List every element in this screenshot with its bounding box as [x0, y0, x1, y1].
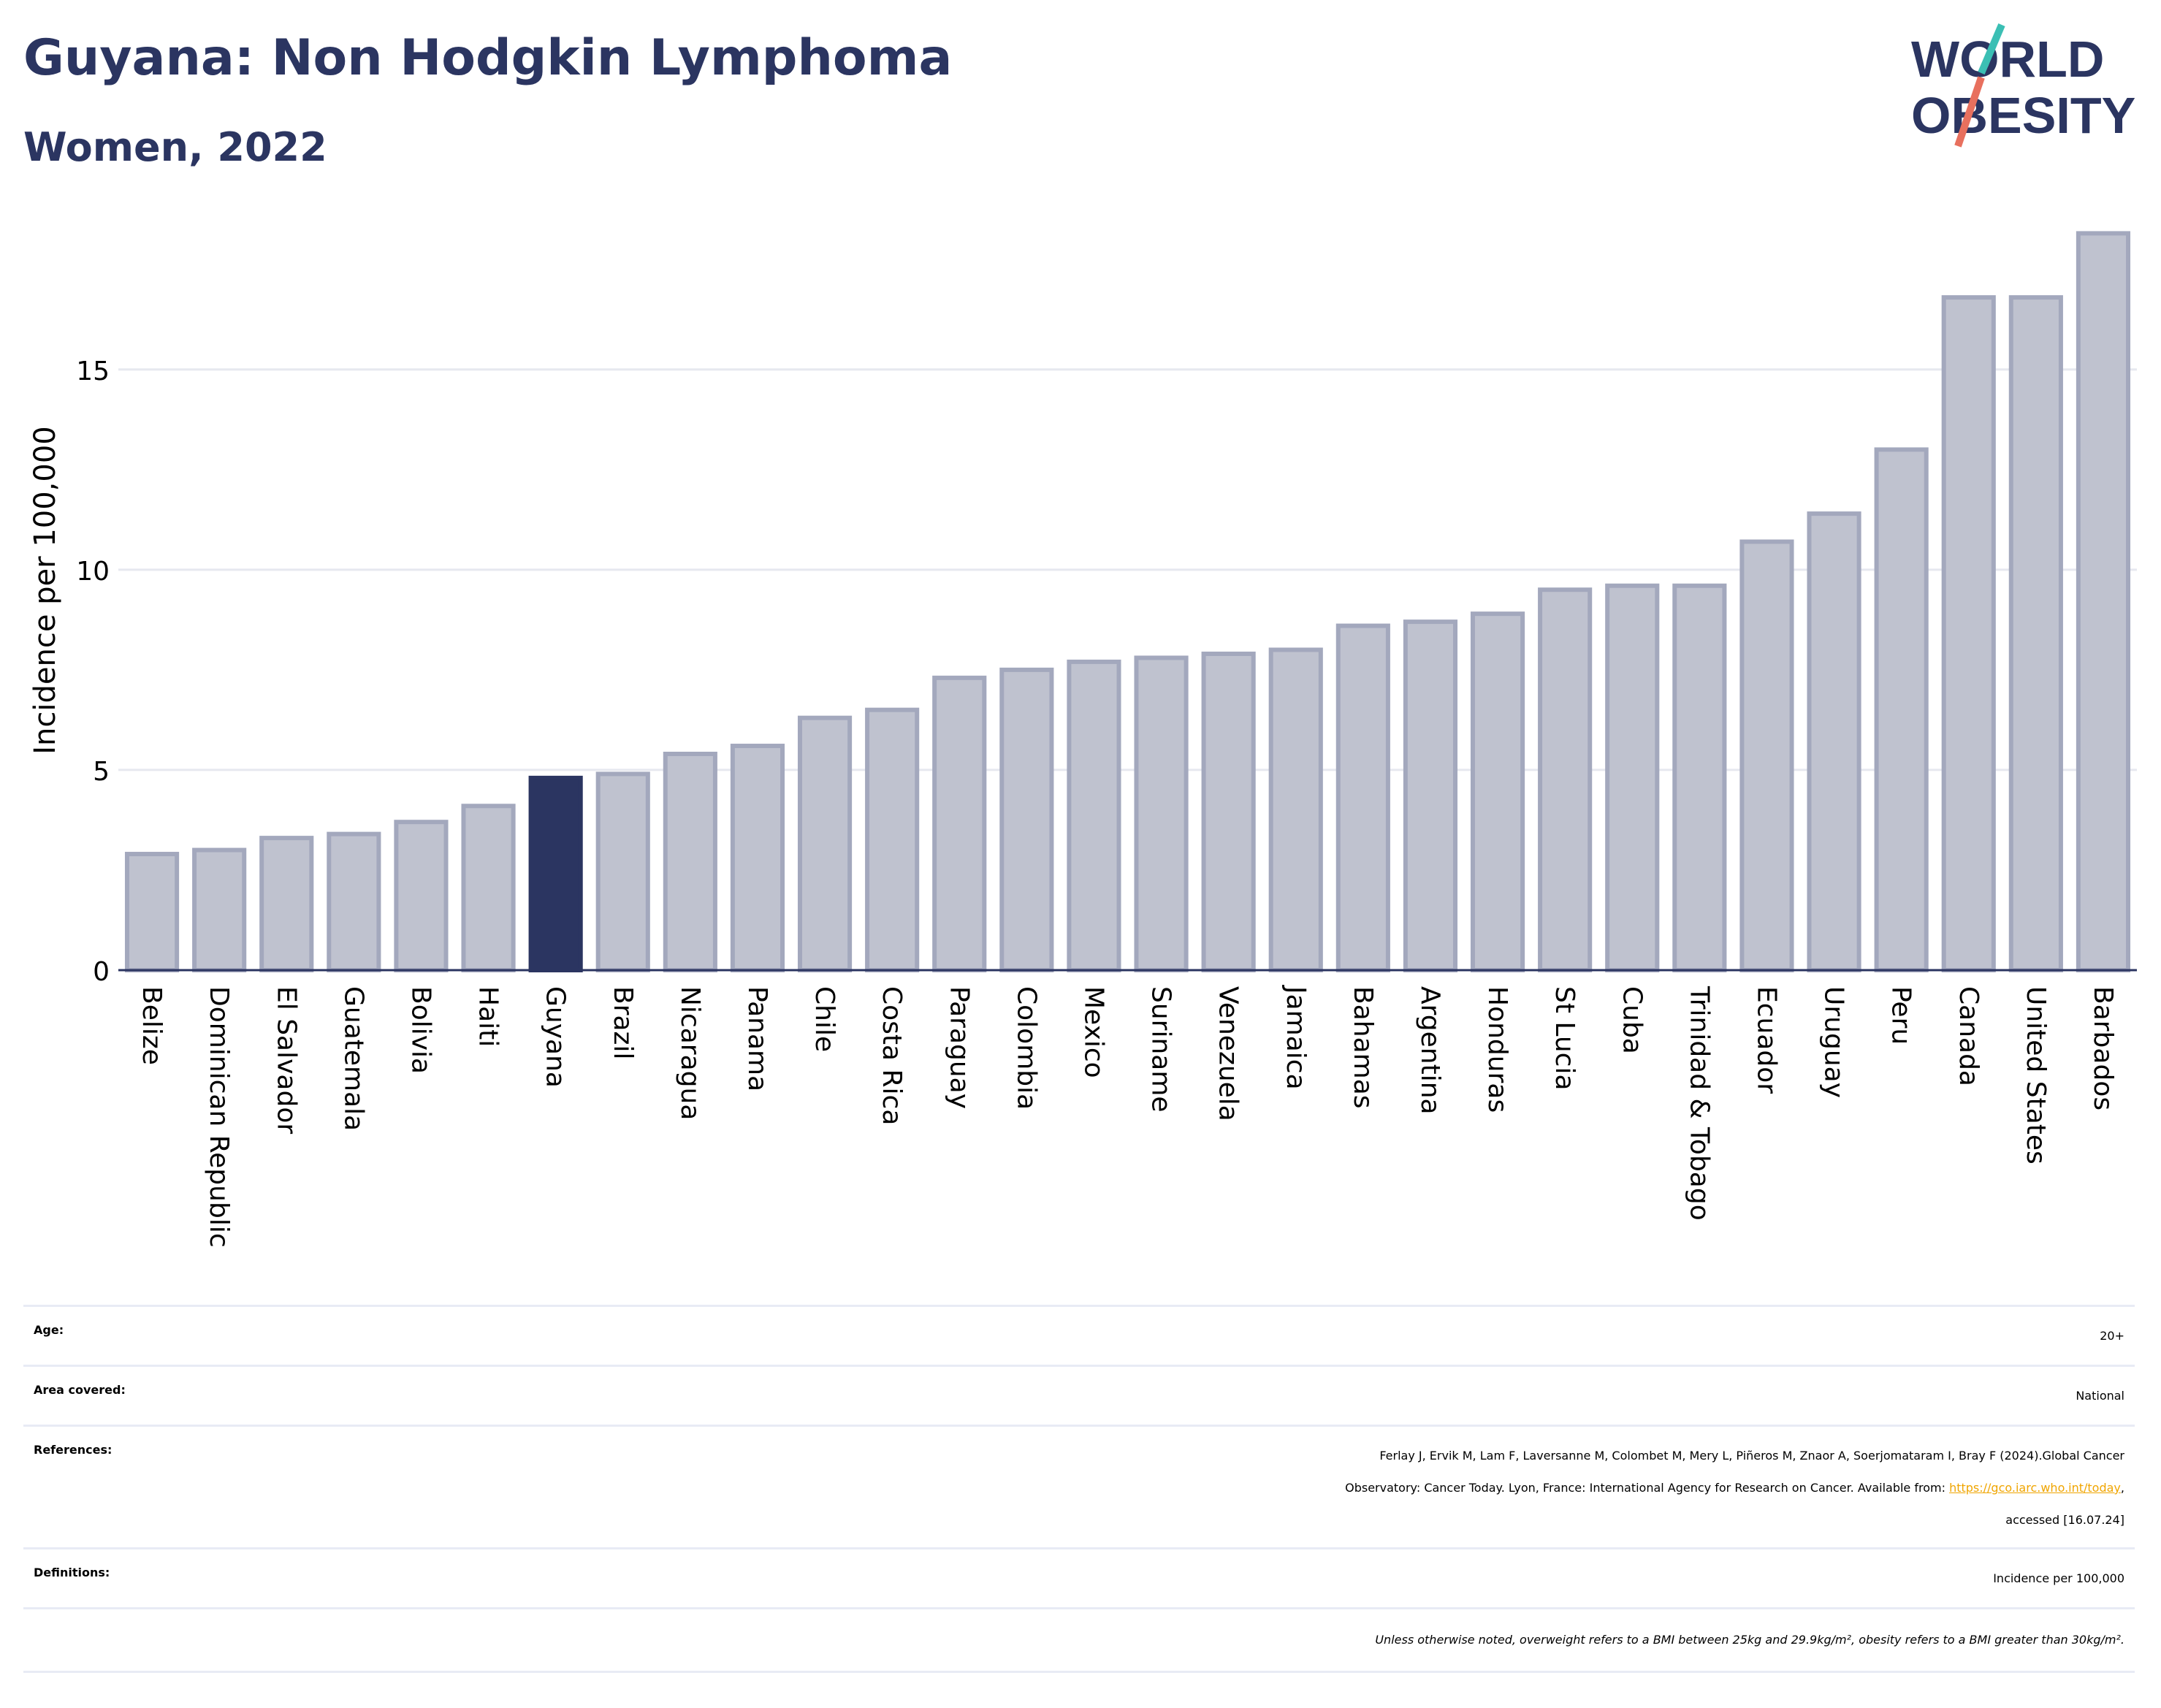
x-tick-label: Panama: [742, 986, 772, 1091]
references-line2-end: ,: [2120, 1481, 2124, 1495]
logo-text-obesity: OBESITY: [1911, 87, 2135, 144]
age-value: 20+: [2100, 1329, 2124, 1343]
references-line1: Ferlay J, Ervik M, Lam F, Laversanne M, …: [1379, 1449, 2124, 1463]
bar-jamaica: [1268, 647, 1323, 973]
x-tick-label: Costa Rica: [877, 986, 907, 1125]
x-tick-label: Bolivia: [405, 986, 435, 1074]
x-tick-label: Belize: [137, 986, 167, 1065]
x-tick-label: Dominican Republic: [204, 986, 234, 1248]
references-line3: accessed [16.07.24]: [2005, 1513, 2124, 1527]
x-tick-label: United States: [2021, 986, 2051, 1164]
x-tick-label: El Salvador: [271, 986, 301, 1134]
x-tick-label: Honduras: [1482, 986, 1512, 1113]
bar-united-states: [2008, 295, 2063, 973]
age-label: Age:: [34, 1323, 64, 1337]
bar-cuba: [1605, 583, 1660, 972]
grid-lines: [118, 368, 2137, 771]
bar-nicaragua: [663, 752, 717, 972]
x-tick-label: Venezuela: [1213, 986, 1243, 1121]
bar-barbados: [2076, 231, 2131, 972]
x-tick-label: Nicaragua: [675, 986, 705, 1120]
references-value: Ferlay J, Ervik M, Lam F, Laversanne M, …: [1345, 1440, 2124, 1536]
references-line2: Observatory: Cancer Today. Lyon, France:…: [1345, 1472, 2124, 1504]
bar-uruguay: [1807, 511, 1861, 972]
y-axis-label: Incidence per 100,000: [28, 426, 62, 755]
logo-slash-teal: [1978, 23, 2005, 75]
bar-belize: [124, 852, 180, 972]
bar-haiti: [461, 804, 516, 973]
logo-text-world: WORLD: [1911, 31, 2104, 88]
area-label: Area covered:: [34, 1383, 126, 1397]
y-tick-label: 15: [76, 357, 110, 386]
info-row-definitions: Definitions: Incidence per 100,000: [23, 1547, 2135, 1609]
x-tick-label: Guatemala: [338, 986, 368, 1131]
info-row-note: Unless otherwise noted, overweight refer…: [23, 1607, 2135, 1673]
x-tick-label: Brazil: [608, 986, 638, 1059]
logo-slash-red: [1954, 76, 1985, 148]
x-tick-label: Colombia: [1011, 986, 1041, 1110]
bar-el-salvador: [259, 836, 314, 972]
y-tick-labels: 0 5 10 15: [76, 357, 110, 987]
bar-paraguay: [932, 675, 987, 973]
x-tick-label: Mexico: [1078, 986, 1108, 1078]
x-tick-label: Paraguay: [944, 986, 974, 1109]
bar-ecuador: [1739, 539, 1794, 972]
bar-bahamas: [1335, 623, 1390, 972]
bar-chile: [797, 715, 853, 973]
y-tick-label: 0: [93, 957, 110, 987]
references-label: References:: [34, 1443, 113, 1457]
bar-guatemala: [327, 831, 381, 973]
x-tick-label: Cuba: [1617, 986, 1647, 1054]
y-tick-label: 5: [93, 757, 110, 787]
bar-costa-rica: [865, 707, 920, 972]
x-tick-label: Barbados: [2088, 986, 2118, 1110]
bar-trinidad-tobago: [1672, 583, 1727, 972]
x-tick-label: Uruguay: [1819, 986, 1849, 1098]
x-tick-label: St Lucia: [1550, 986, 1579, 1091]
bar-argentina: [1403, 619, 1458, 972]
x-tick-labels: Belize Dominican Republic El Salvador Guate…: [137, 985, 2118, 1248]
bmi-note: Unless otherwise noted, overweight refer…: [1375, 1633, 2124, 1647]
bar-honduras: [1470, 611, 1525, 972]
page-subtitle: Women, 2022: [23, 124, 327, 170]
page-title: Guyana: Non Hodgkin Lymphoma: [23, 29, 953, 87]
bar-canada: [1941, 295, 1996, 973]
y-tick-label: 10: [76, 557, 110, 587]
bar-bolivia: [394, 820, 449, 972]
bar-panama: [730, 744, 785, 972]
info-row-area: Area covered: National: [23, 1365, 2135, 1427]
info-row-age: Age: 20+: [23, 1305, 2135, 1367]
x-tick-label: Ecuador: [1751, 986, 1781, 1094]
bar-st-lucia: [1538, 587, 1593, 972]
bar-guyana: [528, 775, 583, 973]
x-tick-label: Haiti: [473, 986, 503, 1047]
references-link[interactable]: https://gco.iarc.who.int/today: [1949, 1481, 2121, 1495]
x-tick-label: Bahamas: [1348, 986, 1378, 1109]
info-row-references: References: Ferlay J, Ervik M, Lam F, La…: [23, 1425, 2135, 1549]
bar-dominican-republic: [192, 847, 247, 972]
area-value: National: [2076, 1389, 2124, 1403]
bar-venezuela: [1201, 651, 1256, 972]
x-tick-label: Guyana: [541, 986, 571, 1088]
bar-brazil: [595, 771, 650, 972]
bar-chart: Belize Dominican Republic El Salvador Guate…: [28, 231, 2137, 1248]
bars: [118, 231, 2137, 973]
world-obesity-logo: WORLD OBESITY: [1911, 23, 2135, 148]
x-tick-label: Trinidad & Tobago: [1684, 985, 1714, 1221]
bar-mexico: [1067, 659, 1121, 972]
definitions-value: Incidence per 100,000: [1993, 1571, 2124, 1585]
x-tick-label: Peru: [1886, 986, 1916, 1045]
x-tick-label: Canada: [1954, 986, 1983, 1086]
definitions-label: Definitions:: [34, 1566, 110, 1579]
bar-peru: [1874, 447, 1929, 972]
x-tick-label: Suriname: [1146, 986, 1176, 1113]
x-tick-label: Argentina: [1415, 986, 1445, 1115]
references-line2-text: Observatory: Cancer Today. Lyon, France:…: [1345, 1481, 1950, 1495]
x-tick-label: Chile: [809, 986, 839, 1052]
bar-suriname: [1134, 655, 1189, 972]
bar-colombia: [999, 667, 1054, 973]
x-tick-label: Jamaica: [1281, 985, 1311, 1090]
